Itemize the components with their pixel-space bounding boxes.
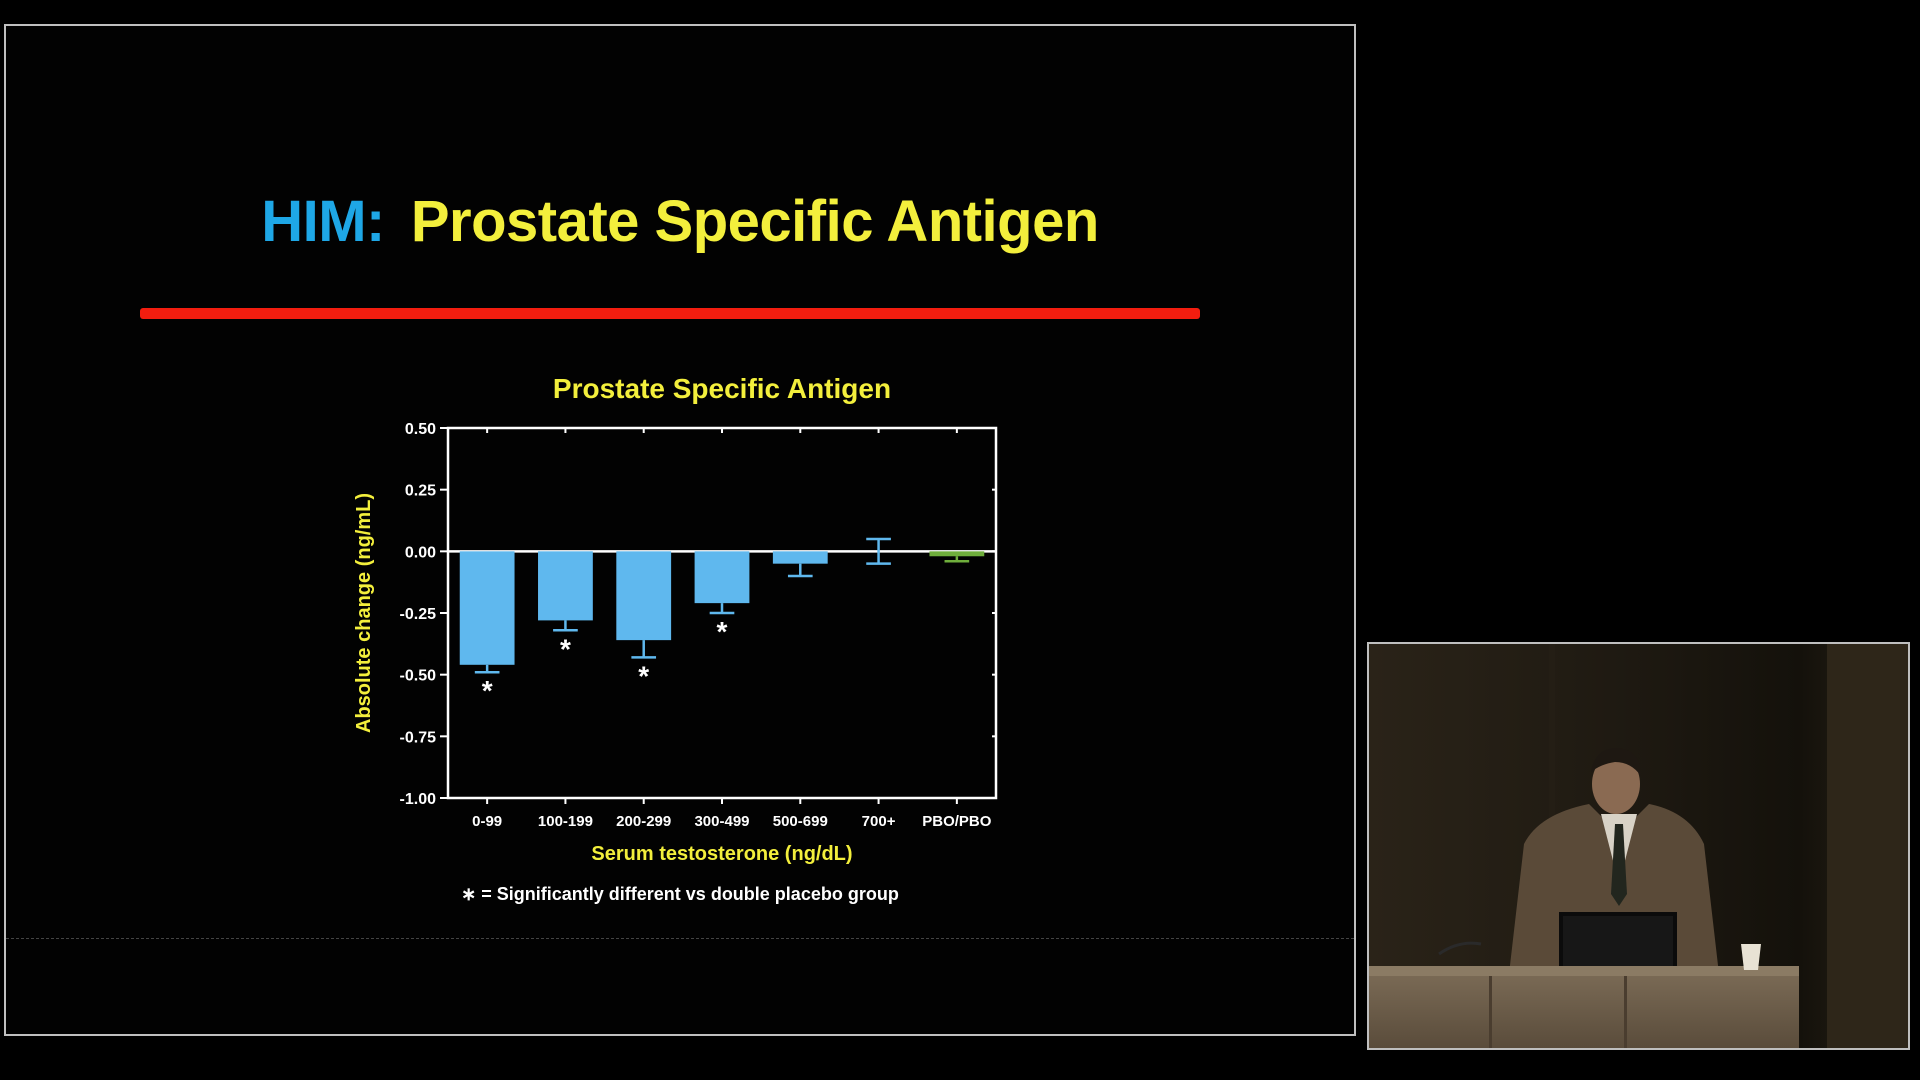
speaker-hair (1591, 748, 1641, 776)
footnote-star: ∗ (461, 884, 477, 904)
significance-marker: * (482, 675, 493, 706)
speaker-tie (1611, 824, 1627, 906)
y-tick-label: 0.50 (405, 421, 436, 438)
significance-footnote: ∗ = Significantly different vs double pl… (6, 884, 1354, 905)
y-tick-label: -0.25 (400, 606, 437, 623)
y-tick-label: -1.00 (400, 791, 437, 808)
speaker-side-panel (1827, 644, 1908, 1048)
footnote-text: = Significantly different vs double plac… (481, 884, 899, 904)
y-tick-label: -0.50 (400, 668, 437, 685)
x-tick-label: 100-199 (538, 813, 593, 830)
y-tick-label: 0.25 (405, 483, 436, 500)
speaker-head (1592, 754, 1640, 814)
y-tick-label: 0.00 (405, 544, 436, 561)
x-tick-label: PBO/PBO (922, 813, 992, 830)
speaker-video-inset (1367, 642, 1910, 1050)
coffee-cup (1741, 944, 1761, 970)
bar-pbo-pbo (929, 551, 985, 557)
significance-marker: * (638, 660, 649, 691)
bar-500-699 (772, 551, 828, 564)
bar-0-99 (459, 551, 515, 665)
x-axis-label: Serum testosterone (ng/dL) (591, 843, 852, 865)
slide-bottom-divider (6, 938, 1354, 939)
bar-200-299 (616, 551, 672, 641)
y-axis-label: Absolute change (ng/mL) (353, 493, 375, 733)
y-tick-label: -0.75 (400, 729, 437, 746)
significance-marker: * (560, 633, 571, 664)
x-tick-label: 700+ (862, 813, 896, 830)
psa-bar-chart: Prostate Specific Antigen 0.50 0.25 0.00 -0.… (353, 373, 998, 865)
x-tick-label: 300-499 (694, 813, 749, 830)
significance-marker: * (717, 616, 728, 647)
slide-title: HIM: Prostate Specific Antigen (6, 188, 1354, 255)
bar-300-499 (694, 551, 750, 604)
x-tick-label: 200-299 (616, 813, 671, 830)
speaker-laptop-screen (1563, 916, 1673, 968)
microphone-cable (1438, 941, 1482, 956)
slide-frame: HIM: Prostate Specific Antigen Prostate S… (4, 24, 1356, 1036)
x-tick-label: 0-99 (472, 813, 502, 830)
slide-title-main: Prostate Specific Antigen (410, 189, 1099, 254)
slide-title-prefix: HIM: (261, 189, 385, 254)
speaker-podium (1369, 974, 1799, 1048)
speaker-video-feed (1369, 644, 1908, 1048)
bar-100-199 (538, 551, 593, 621)
chart-title: Prostate Specific Antigen (553, 373, 891, 404)
speaker-podium-top (1369, 966, 1799, 976)
title-underline-rule (140, 308, 1200, 319)
x-tick-label: 500-699 (773, 813, 828, 830)
